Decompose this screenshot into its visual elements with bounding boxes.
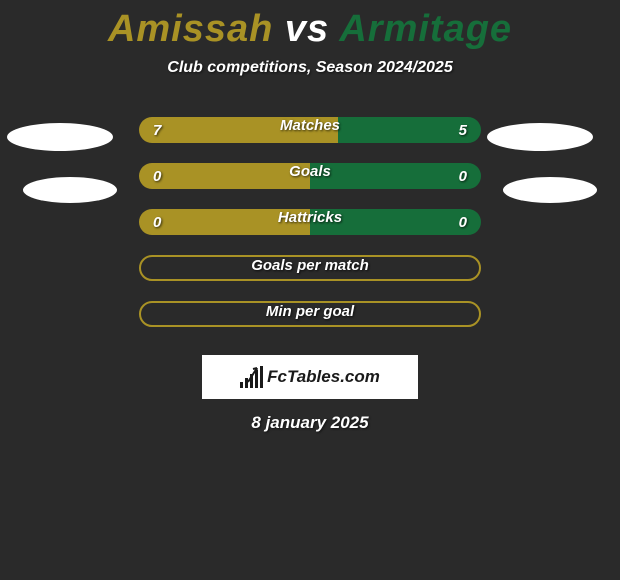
bar-overlay: [141, 303, 479, 327]
player1-name: Amissah: [108, 8, 273, 50]
bar-overlay: 00: [139, 209, 481, 235]
subtitle: Club competitions, Season 2024/2025: [0, 59, 620, 77]
player2-value: 0: [459, 214, 467, 231]
player1-value: 7: [153, 122, 161, 139]
date-text: 8 january 2025: [0, 413, 620, 433]
bar-overlay: 75: [139, 117, 481, 143]
stat-row: 00Hattricks: [0, 199, 620, 245]
stat-bar: Goals per match: [139, 255, 481, 281]
bar-overlay: [141, 257, 479, 281]
player2-name: Armitage: [339, 8, 512, 50]
comparison-title: Amissah vs Armitage: [0, 0, 620, 51]
fctables-logo: FcTables.com: [202, 355, 418, 399]
bar-overlay: 00: [139, 163, 481, 189]
decorative-ellipse: [487, 123, 593, 151]
stat-bar: Min per goal: [139, 301, 481, 327]
logo-text: FcTables.com: [267, 367, 380, 387]
player1-value: 0: [153, 168, 161, 185]
player1-value: 0: [153, 214, 161, 231]
stat-bar: 00Hattricks: [139, 209, 481, 235]
player2-value: 0: [459, 168, 467, 185]
decorative-ellipse: [7, 123, 113, 151]
stat-bar: 75Matches: [139, 117, 481, 143]
player2-value: 5: [459, 122, 467, 139]
decorative-ellipse: [503, 177, 597, 203]
stat-row: Goals per match: [0, 245, 620, 291]
vs-text: vs: [285, 8, 329, 50]
stat-bar: 00Goals: [139, 163, 481, 189]
logo-arrow-icon: [247, 362, 261, 386]
decorative-ellipse: [23, 177, 117, 203]
stat-row: Min per goal: [0, 291, 620, 337]
